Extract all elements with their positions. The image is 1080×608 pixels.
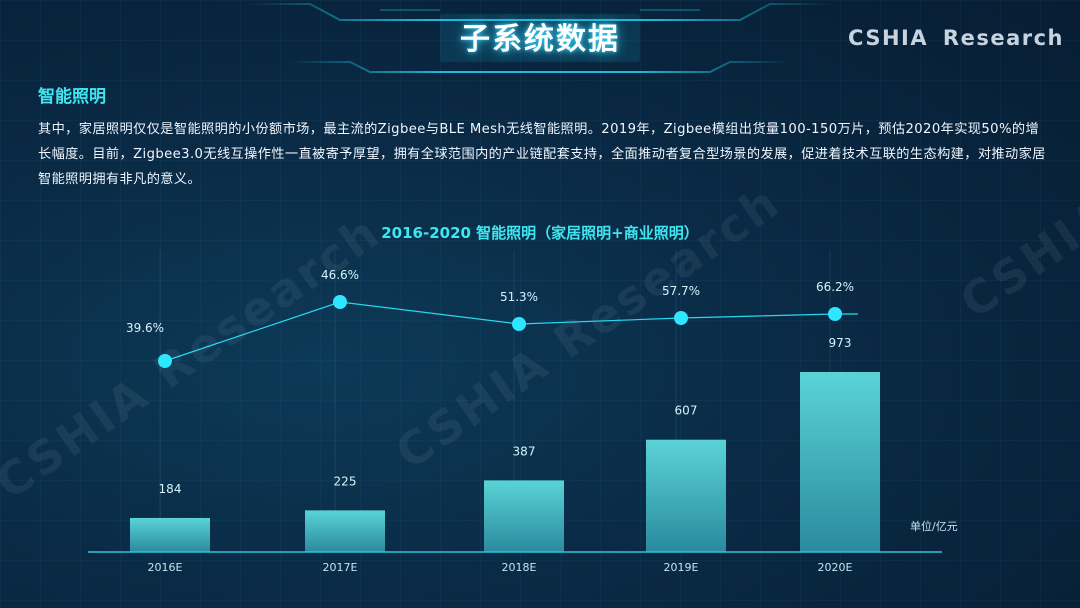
body-paragraph: 其中，家居照明仅仅是智能照明的小份额市场，最主流的Zigbee与BLE Mesh… (38, 122, 1046, 187)
bar-2019E (646, 439, 726, 552)
unit-label: 单位/亿元 (910, 519, 958, 533)
line-value-label: 66.2% (816, 280, 854, 294)
bar-2017E (305, 510, 385, 552)
line-point (333, 295, 347, 309)
bar-value-label: 973 (829, 336, 852, 350)
line-value-label: 46.6% (321, 268, 359, 282)
section-title: 智能照明 (38, 87, 106, 107)
title-frame-decoration (250, 3, 830, 73)
bar-value-label: 225 (334, 474, 357, 488)
bar-value-label: 387 (513, 444, 536, 458)
x-tick-label: 2017E (323, 561, 358, 574)
x-tick-label: 2020E (818, 561, 853, 574)
line-point (512, 317, 526, 331)
line-series (164, 301, 858, 362)
line-point (828, 307, 842, 321)
brand-logo-text: CSHIA Research (848, 26, 1064, 50)
bar-2018E (484, 480, 564, 552)
line-point (158, 354, 172, 368)
bar-value-label: 184 (159, 482, 182, 496)
x-tick-label: 2019E (664, 561, 699, 574)
bar-2016E (130, 517, 210, 552)
chart-title: 2016-2020 智能照明（家居照明+商业照明） (381, 224, 699, 242)
x-tick-label: 2016E (148, 561, 183, 574)
line-value-label: 57.7% (662, 284, 700, 298)
bar-value-label: 607 (675, 404, 698, 418)
bar-2020E (800, 372, 880, 552)
x-tick-label: 2018E (502, 561, 537, 574)
line-point (674, 311, 688, 325)
page-title: 子系统数据 (460, 22, 620, 57)
line-value-label: 39.6% (126, 321, 164, 335)
line-value-label: 51.3% (500, 290, 538, 304)
